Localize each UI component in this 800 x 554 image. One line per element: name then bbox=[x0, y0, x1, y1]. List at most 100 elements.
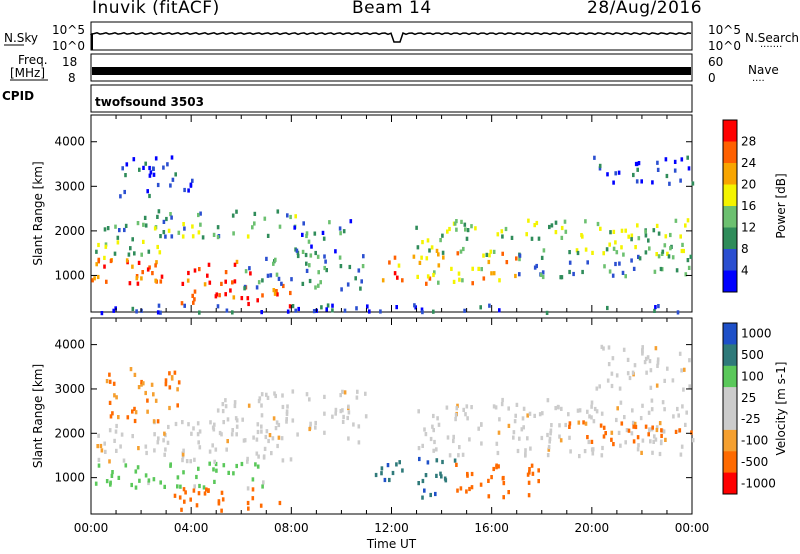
power-cell-12-5 bbox=[123, 189, 126, 195]
vel-cell-7-42 bbox=[424, 432, 428, 437]
power-cell-5-15 bbox=[295, 248, 299, 253]
vel-cell-10-23 bbox=[663, 378, 666, 383]
vel-cell-10-38 bbox=[615, 373, 619, 378]
power-cell-7-12 bbox=[457, 271, 461, 276]
vel-cell-7-143 bbox=[458, 445, 461, 450]
vel-cell-7-85 bbox=[432, 428, 435, 433]
power-cell-7-33 bbox=[498, 278, 501, 283]
power-cell-0-32 bbox=[220, 281, 223, 286]
power-cell-3-24 bbox=[118, 228, 121, 233]
vel-cell-6-28 bbox=[468, 486, 471, 492]
power-ytick-label-2: 3000 bbox=[54, 179, 85, 193]
vel-cell-5-11 bbox=[421, 478, 425, 484]
vel-cell-7-69 bbox=[554, 406, 557, 411]
vel-cell-3-50 bbox=[309, 421, 312, 426]
power-cell-4-42 bbox=[317, 270, 320, 275]
vel-cell-3-43 bbox=[347, 410, 351, 415]
vel-cell-3-17 bbox=[285, 417, 288, 422]
vel-colorbar-seg-0 bbox=[723, 323, 737, 345]
power-cell-1-10 bbox=[181, 281, 185, 286]
power-cell-12-18 bbox=[174, 172, 177, 177]
power-cell-8-38 bbox=[560, 235, 564, 240]
power-cell-12-20 bbox=[148, 165, 151, 171]
vel-cell-9-24 bbox=[168, 405, 171, 411]
vel-cell-6-4 bbox=[487, 494, 491, 499]
power-cell-12-3 bbox=[125, 162, 129, 167]
vel-cell-9-27 bbox=[113, 393, 116, 398]
power-cell-8-62 bbox=[680, 248, 684, 254]
power-cell-4-10 bbox=[296, 253, 300, 259]
vel-cell-0-24 bbox=[144, 473, 148, 478]
vel-cell-7-1 bbox=[445, 405, 449, 410]
vel-cell-7-51 bbox=[496, 450, 500, 456]
vel-cell-2-13 bbox=[217, 499, 221, 504]
power-cell-9-15 bbox=[614, 261, 617, 267]
power-cell-8-82 bbox=[448, 226, 451, 232]
power-cell-2-8 bbox=[103, 255, 106, 260]
vel-cell-9-5 bbox=[108, 400, 112, 405]
vel-cell-0-11 bbox=[124, 463, 128, 468]
power-cell-5-17 bbox=[302, 221, 305, 226]
vel-cell-7-7 bbox=[495, 441, 499, 446]
power-cell-4-13 bbox=[323, 254, 326, 259]
power-cell-7-32 bbox=[461, 278, 464, 283]
vel-cell-3-29 bbox=[235, 432, 238, 437]
vel-cell-3-18 bbox=[331, 414, 334, 419]
power-cell-6-2 bbox=[388, 260, 391, 265]
power-cell-4-37 bbox=[314, 285, 317, 290]
power-cell-3-10 bbox=[142, 222, 145, 227]
power-cell-10-2 bbox=[320, 305, 323, 310]
vel-cell-3-79 bbox=[323, 411, 326, 416]
vel-cell-10-14 bbox=[626, 357, 630, 362]
vel-cell-9-35 bbox=[150, 382, 154, 387]
power-cell-0-38 bbox=[160, 274, 164, 279]
vel-cell-7-56 bbox=[590, 400, 594, 405]
vel-cell-3-4 bbox=[234, 416, 238, 421]
vel-cell-7-129 bbox=[448, 453, 452, 458]
vel-cell-3-52 bbox=[252, 435, 255, 440]
vel-cell-3-27 bbox=[314, 425, 317, 430]
vel-cell-2-3 bbox=[178, 495, 182, 500]
power-cell-11-0 bbox=[668, 181, 671, 186]
power-cell-12-24 bbox=[119, 194, 122, 199]
power-cell-4-6 bbox=[257, 280, 261, 285]
vel-colorbar-seg-6 bbox=[723, 451, 737, 474]
power-cell-12-22 bbox=[171, 177, 175, 182]
vel-cell-1-77 bbox=[263, 446, 267, 451]
vel-cell-7-87 bbox=[681, 404, 684, 409]
power-cell-3-29 bbox=[159, 234, 162, 239]
power-cell-7-11 bbox=[433, 270, 436, 275]
vel-cell-7-16 bbox=[492, 404, 496, 409]
power-cell-8-15 bbox=[636, 223, 639, 228]
vel-cell-9-3 bbox=[133, 418, 137, 424]
power-cell-12-2 bbox=[132, 157, 136, 162]
power-cell-11-4 bbox=[656, 160, 659, 165]
vel-cell-1-3 bbox=[97, 433, 100, 438]
vel-cell-9-8 bbox=[176, 403, 179, 408]
power-cell-10-47 bbox=[413, 303, 416, 308]
power-cell-4-15 bbox=[308, 263, 311, 268]
power-cell-8-88 bbox=[599, 226, 602, 231]
vel-cell-7-62 bbox=[636, 447, 640, 452]
power-cell-10-23 bbox=[159, 310, 162, 315]
vel-cell-7-93 bbox=[677, 413, 680, 418]
vel-cell-2-21 bbox=[207, 488, 210, 493]
vel-cell-7-120 bbox=[480, 441, 483, 446]
vel-cell-7-38 bbox=[590, 404, 593, 409]
vel-cell-7-113 bbox=[652, 439, 655, 444]
power-cell-9-31 bbox=[540, 255, 544, 260]
vel-cell-1-32 bbox=[156, 440, 160, 445]
vel-cell-1-14 bbox=[181, 458, 184, 463]
power-cell-8-30 bbox=[686, 218, 690, 223]
power-cell-4-28 bbox=[290, 277, 293, 282]
vel-cell-10-3 bbox=[656, 360, 660, 365]
vel-cell-0-40 bbox=[197, 466, 200, 471]
vel-cell-9-14 bbox=[137, 385, 141, 390]
vel-cell-2-22 bbox=[247, 506, 250, 511]
vel-cell-7-156 bbox=[595, 409, 599, 414]
power-cell-11-3 bbox=[651, 180, 654, 185]
power-cell-0-41 bbox=[186, 278, 190, 283]
power-cell-4-34 bbox=[308, 278, 312, 284]
vel-cell-7-41 bbox=[650, 398, 654, 403]
power-cell-10-29 bbox=[286, 309, 290, 314]
